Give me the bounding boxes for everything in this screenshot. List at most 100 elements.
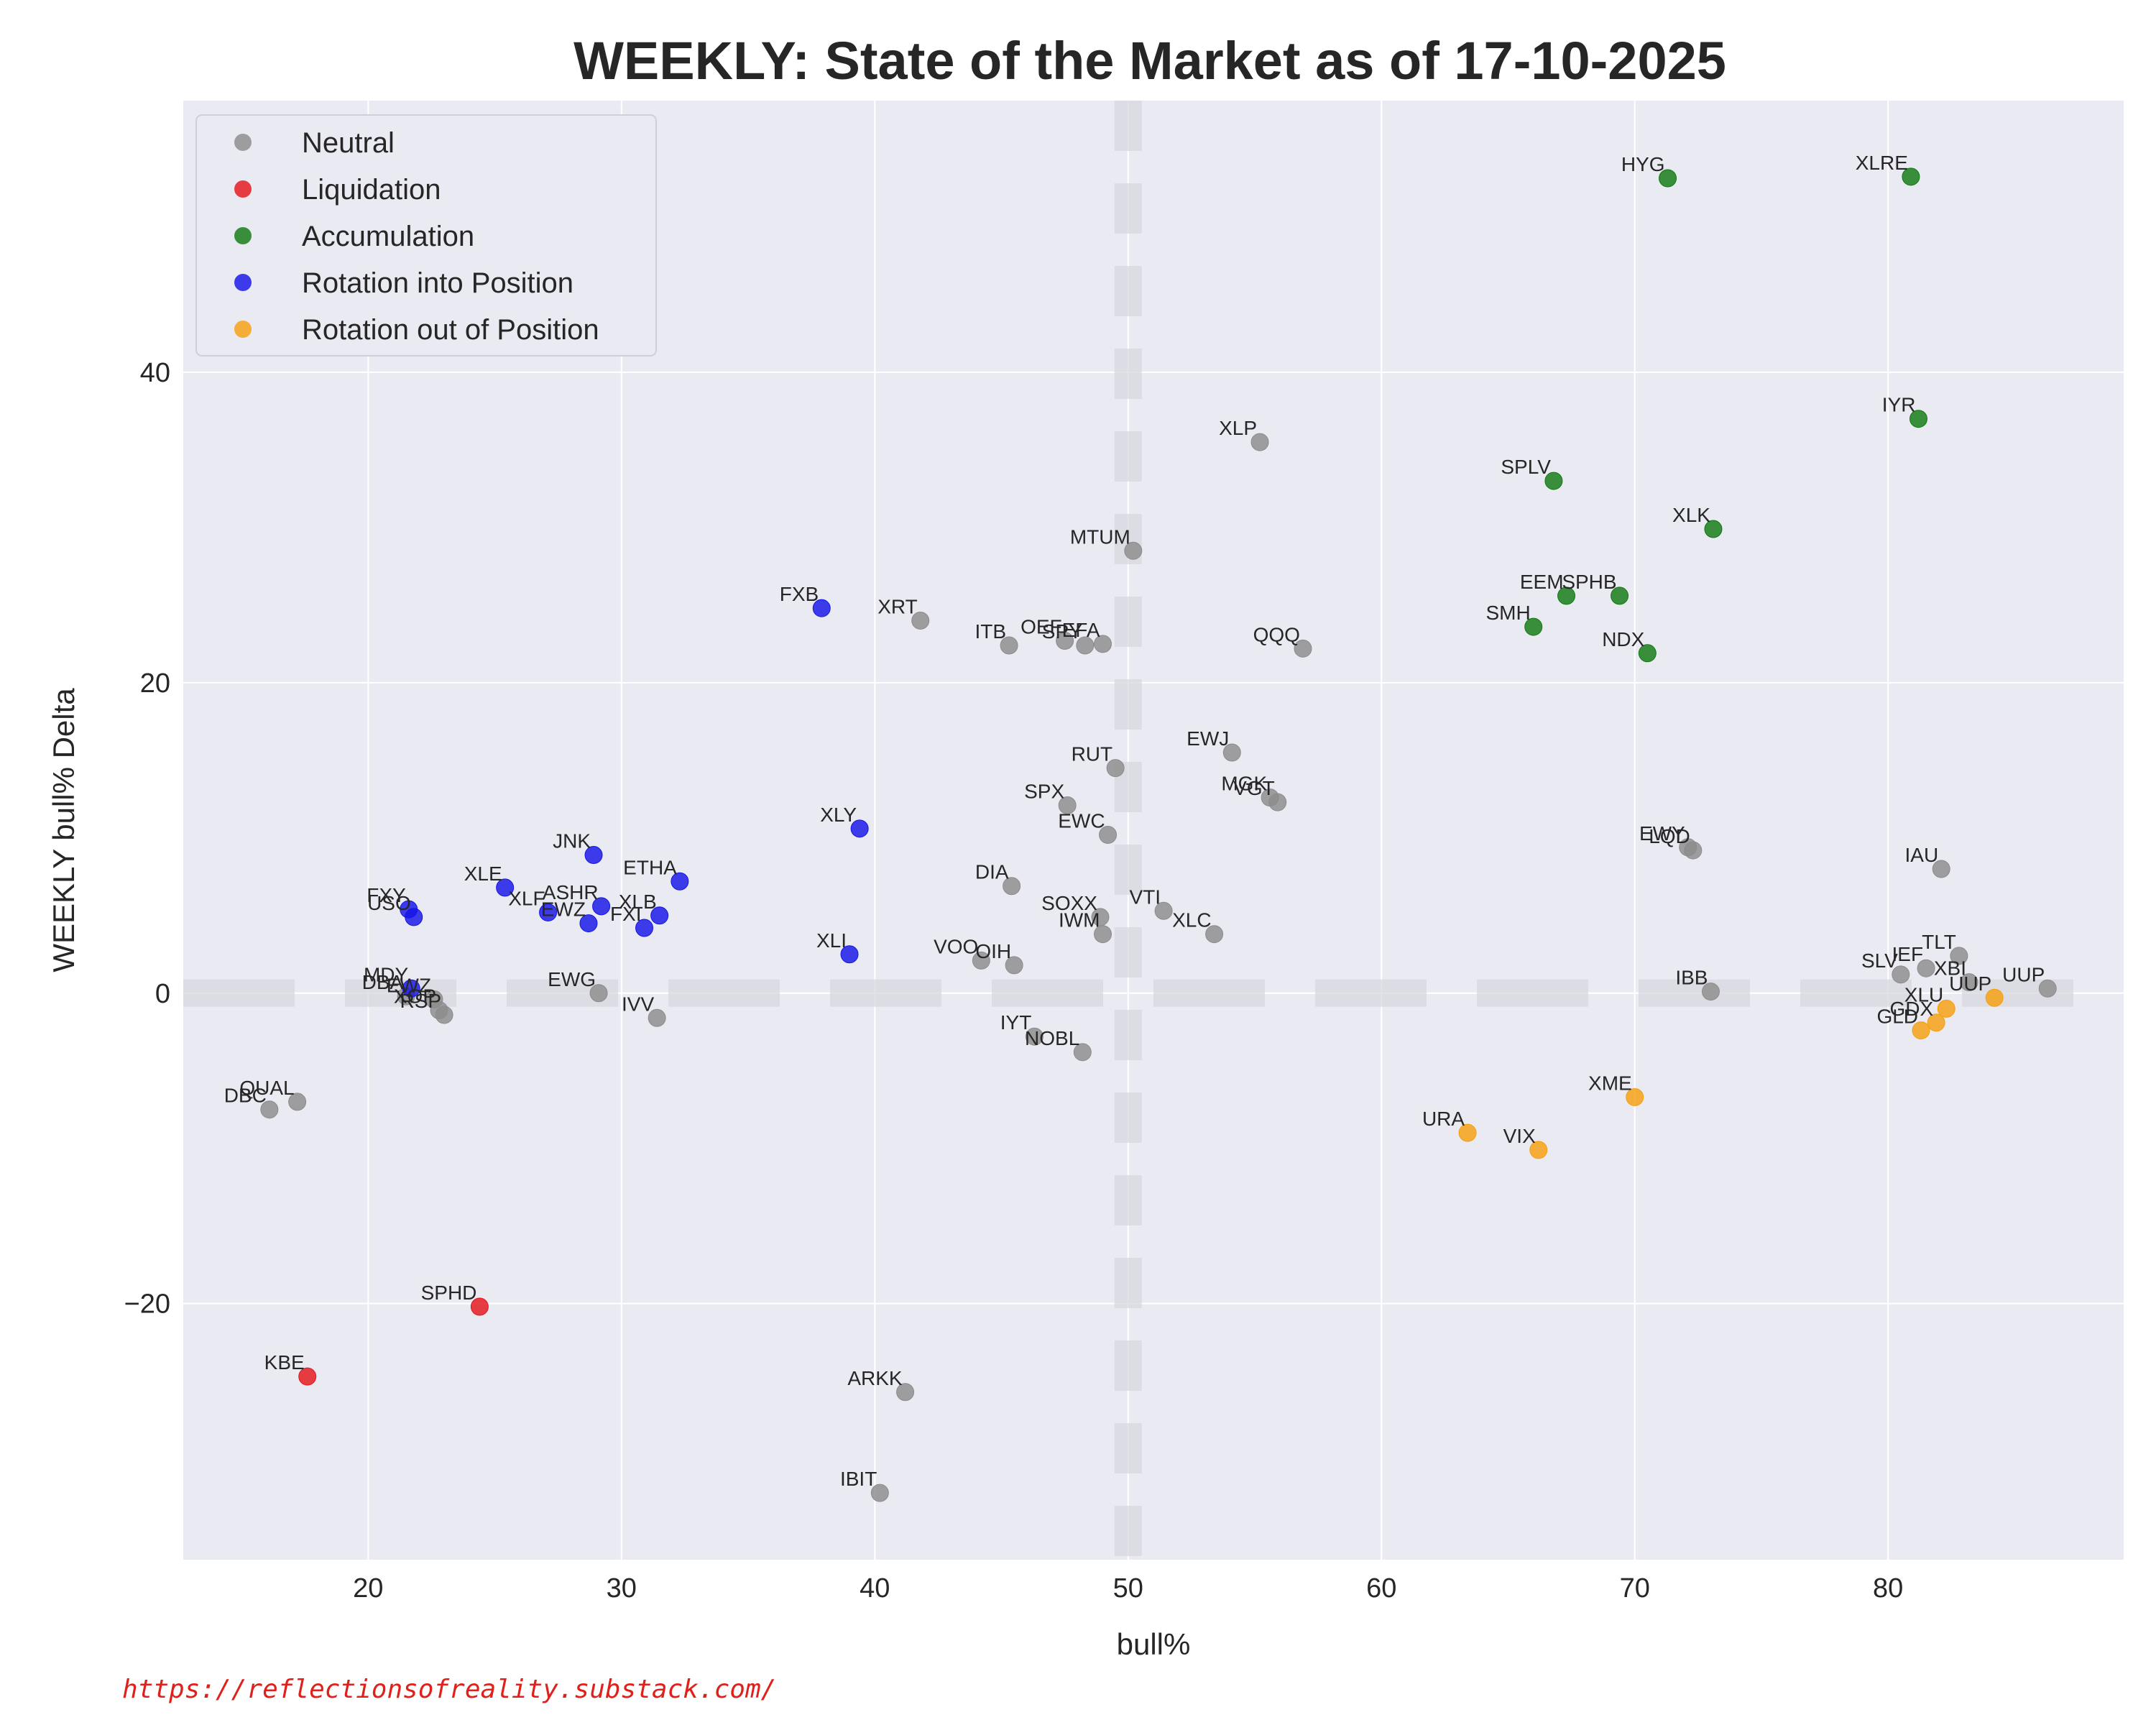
data-point [671,872,689,891]
point-label: QQQ [1253,623,1300,645]
point-label: XLY [820,804,857,826]
point-label: UUP [1949,972,1991,995]
point-label: OIH [975,940,1011,962]
point-label: VOO [934,935,978,957]
y-tick-label: −20 [124,1289,170,1320]
point-label: XLU [1904,983,1943,1006]
data-point [592,897,611,916]
data-point [1154,901,1173,920]
point-label: XLI [816,929,847,952]
point-label: IEF [1892,943,1924,965]
point-label: NDX [1602,628,1644,650]
data-point [496,878,515,897]
data-point [896,1383,915,1402]
point-label: MGK [1221,773,1267,795]
y-axis-label: WEEKLY bull% Delta [47,688,80,972]
reference-lines [183,101,2124,1560]
y-tick-label: 0 [155,979,170,1009]
point-label: LQD [1649,825,1690,847]
data-point [870,1484,889,1502]
point-label: HYG [1621,153,1665,175]
data-point [1626,1087,1644,1106]
data-point [1205,925,1224,944]
data-point [579,914,598,933]
point-label: EEM [1520,571,1564,593]
data-point [1056,632,1074,650]
data-point [1294,639,1312,658]
point-label: IBB [1675,967,1708,989]
point-label: SPY [1042,620,1082,643]
data-point [1557,586,1576,605]
data-point [1912,1021,1930,1040]
point-label: FXY [367,884,406,906]
data-point [1076,636,1095,655]
data-point [470,1297,489,1316]
data-point [1529,1141,1548,1159]
data-point [972,951,990,970]
point-label: JNK [553,830,591,852]
point-label: EWZ [541,898,586,921]
legend-box [195,114,657,356]
point-label: XOP [394,985,436,1008]
x-tick-label: 30 [607,1573,637,1604]
point-label: FXI [610,903,642,925]
data-point [1094,635,1112,653]
x-tick-label: 60 [1366,1573,1396,1604]
point-label: SPHD [421,1282,477,1304]
data-point [1524,617,1543,636]
legend-marker [234,227,252,244]
data-point [1927,1013,1945,1032]
data-point [1544,472,1563,490]
data-point [1073,1043,1092,1062]
y-tick-label: 20 [140,668,170,699]
data-point [589,984,608,1003]
point-label: XLC [1172,909,1211,932]
data-point [1003,877,1021,896]
point-label: USO [367,892,411,914]
point-label: XLP [1219,417,1257,439]
data-point [648,1008,666,1027]
point-label: ASHR [543,881,599,903]
data-point [850,819,869,838]
chart-title: WEEKLY: State of the Market as of 17-10-… [573,31,1726,91]
data-point [1638,644,1657,663]
data-point [288,1092,307,1111]
point-label: KBE [264,1351,305,1374]
legend-entry: Accumulation [302,221,474,252]
data-point [1106,759,1125,778]
legend-marker [234,180,252,198]
x-tick-label: 50 [1113,1573,1143,1604]
legend-marker [234,134,252,151]
point-label: IYT [1000,1011,1032,1034]
point-label: ITB [975,620,1007,643]
legend: Neutral Liquidation Accumulation Rotation i… [195,114,657,356]
x-axis-label: bull% [1117,1627,1191,1661]
point-label: EWJ [1187,727,1229,750]
data-point [1704,520,1723,538]
point-label: EWY [1639,822,1685,845]
data-point [1960,973,1978,992]
data-point [1909,410,1927,428]
data-point [1701,983,1720,1001]
footer-url[interactable]: https://reflectionsofreality.substack.co… [122,1675,776,1704]
point-label: EWZ [387,974,431,996]
data-point [1902,167,1920,186]
point-label: URA [1422,1108,1465,1130]
point-label: EFA [1062,619,1100,641]
data-point [402,979,420,998]
data-point [1250,433,1269,451]
point-label: TLT [1922,931,1956,953]
data-point [1917,959,1935,978]
data-point [1268,793,1287,811]
axis-ticks: 20 30 40 50 60 70 80 −20 0 20 40 [124,358,1904,1604]
point-label: VTI [1130,886,1161,908]
data-points [260,167,2057,1502]
data-point [1937,999,1955,1018]
point-label: IVV [622,993,654,1015]
point-label: DBC [224,1085,267,1107]
point-label: SLV [1861,949,1898,972]
point-label: GLD [1876,1006,1918,1028]
point-label: XLK [1672,504,1710,526]
